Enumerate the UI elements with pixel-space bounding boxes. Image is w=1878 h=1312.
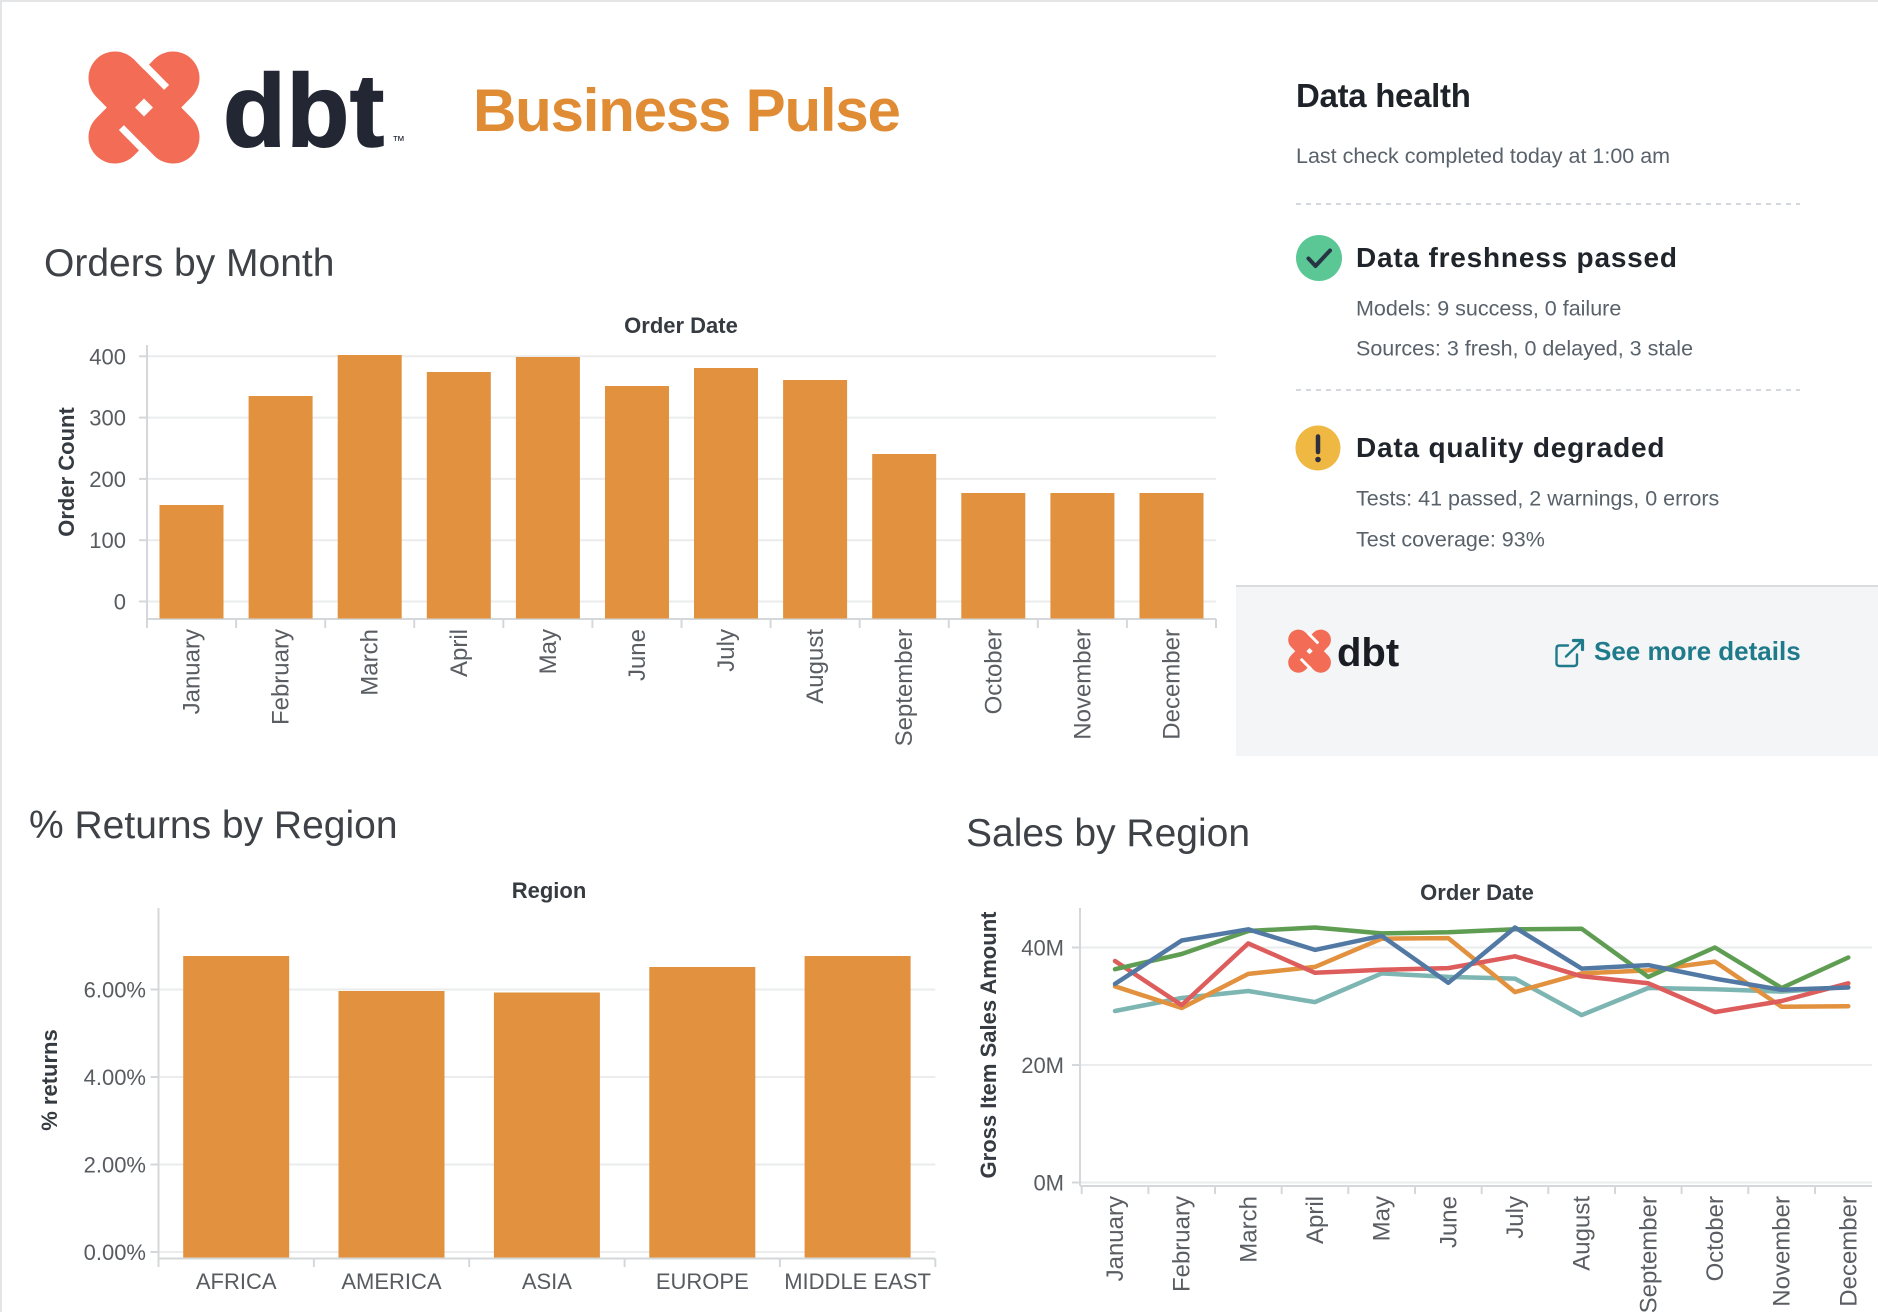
svg-text:Data quality degraded: Data quality degraded — [1356, 432, 1665, 463]
svg-text:Data health: Data health — [1296, 77, 1471, 114]
svg-text:May: May — [1369, 1196, 1396, 1241]
svg-text:November: November — [1769, 1196, 1796, 1307]
svg-text:April: April — [1302, 1196, 1329, 1244]
svg-text:Models: 9 success, 0 failure: Models: 9 success, 0 failure — [1356, 297, 1621, 321]
svg-text:September: September — [1635, 1196, 1662, 1312]
svg-text:Gross Item Sales Amount: Gross Item Sales Amount — [976, 911, 1001, 1179]
svg-text:4.00%: 4.00% — [84, 1065, 146, 1090]
svg-text:EUROPE: EUROPE — [656, 1269, 749, 1294]
svg-text:MIDDLE EAST: MIDDLE EAST — [784, 1269, 931, 1294]
svg-text:December: December — [1159, 629, 1186, 740]
svg-text:July: July — [713, 629, 740, 672]
svg-text:July: July — [1502, 1196, 1529, 1239]
svg-text:Data freshness passed: Data freshness passed — [1356, 242, 1678, 273]
svg-text:June: June — [624, 629, 651, 681]
svg-text:August: August — [802, 629, 829, 704]
svg-text:6.00%: 6.00% — [84, 978, 146, 1003]
svg-text:% returns: % returns — [37, 1029, 62, 1130]
svg-text:% Returns by Region: % Returns by Region — [29, 804, 398, 847]
svg-text:November: November — [1069, 629, 1096, 740]
svg-text:Test coverage: 93%: Test coverage: 93% — [1356, 528, 1545, 552]
svg-text:Region: Region — [512, 878, 587, 903]
svg-text:February: February — [268, 629, 295, 725]
svg-text:0M: 0M — [1033, 1171, 1064, 1196]
svg-text:September: September — [891, 629, 918, 746]
svg-text:200: 200 — [89, 467, 126, 492]
svg-text:Orders by Month: Orders by Month — [44, 242, 334, 285]
svg-text:Sources: 3 fresh, 0 delayed, 3: Sources: 3 fresh, 0 delayed, 3 stale — [1356, 337, 1693, 361]
svg-text:AMERICA: AMERICA — [341, 1269, 442, 1294]
svg-text:dbt: dbt — [223, 53, 385, 168]
svg-text:Order Date: Order Date — [1420, 880, 1534, 905]
svg-text:400: 400 — [89, 344, 126, 369]
svg-text:Tests: 41 passed, 2 warnings,: Tests: 41 passed, 2 warnings, 0 errors — [1356, 487, 1719, 511]
svg-text:February: February — [1169, 1196, 1196, 1292]
svg-text:Sales by Region: Sales by Region — [966, 812, 1250, 855]
svg-text:2.00%: 2.00% — [84, 1153, 146, 1178]
svg-text:March: March — [1235, 1196, 1262, 1263]
svg-text:See more details: See more details — [1594, 636, 1801, 666]
svg-text:January: January — [179, 629, 206, 714]
svg-text:300: 300 — [89, 406, 126, 431]
svg-text:dbt: dbt — [1337, 631, 1399, 675]
svg-text:100: 100 — [89, 528, 126, 553]
svg-text:October: October — [980, 629, 1007, 714]
svg-text:June: June — [1435, 1196, 1462, 1248]
svg-text:August: August — [1569, 1196, 1596, 1271]
svg-text:December: December — [1835, 1196, 1862, 1307]
svg-text:™: ™ — [392, 133, 405, 148]
svg-text:May: May — [535, 629, 562, 674]
svg-text:20M: 20M — [1021, 1053, 1064, 1078]
svg-text:April: April — [446, 629, 473, 677]
svg-text:Order Date: Order Date — [624, 313, 738, 338]
svg-text:January: January — [1102, 1196, 1129, 1281]
svg-text:Business Pulse: Business Pulse — [473, 77, 900, 144]
svg-text:0.00%: 0.00% — [84, 1240, 146, 1265]
svg-text:March: March — [357, 629, 384, 696]
svg-text:Order Count: Order Count — [54, 407, 79, 537]
svg-text:ASIA: ASIA — [522, 1269, 572, 1294]
svg-text:AFRICA: AFRICA — [196, 1269, 277, 1294]
svg-text:0: 0 — [114, 590, 126, 615]
svg-text:Last check completed today at: Last check completed today at 1:00 am — [1296, 144, 1670, 168]
svg-text:October: October — [1702, 1196, 1729, 1281]
svg-text:40M: 40M — [1021, 936, 1064, 961]
